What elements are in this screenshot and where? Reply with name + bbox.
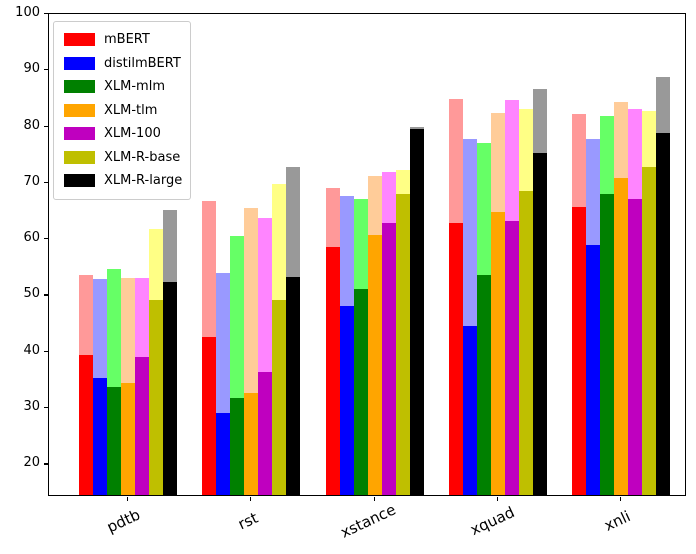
bar-solid-XLM-R-base-xstance: [395, 193, 410, 495]
x-tick-mark-xstance: [373, 497, 375, 501]
x-tick-mark-xquad: [496, 497, 499, 501]
y-tick-label-20: 20: [23, 455, 40, 471]
y-tick-label-90: 90: [23, 61, 40, 77]
bar-solid-XLM-R-large-xstance: [409, 129, 424, 495]
legend-swatch-XLM-100: [64, 127, 95, 141]
x-tick-label-xstance: xstance: [337, 500, 399, 542]
legend-item-mBERT: mBERT: [64, 28, 180, 52]
bar-solid-XLM-tlm-xnli: [614, 178, 629, 495]
x-tick-mark-rst: [250, 497, 252, 501]
bar-solid-mBERT-xquad: [448, 223, 463, 495]
bar-solid-XLM-100-xnli: [628, 198, 643, 495]
y-tick-mark-90: [44, 69, 48, 71]
y-tick-label-70: 70: [23, 173, 40, 189]
legend-label-XLM-R-base: XLM-R-base: [104, 149, 181, 165]
plot-area: [48, 13, 686, 496]
legend-item-XLM-R-base: XLM-R-base: [64, 146, 180, 170]
bar-solid-XLM-100-rst: [258, 371, 273, 495]
bar-solid-XLM-mlm-xquad: [476, 275, 491, 495]
legend-item-XLM-mlm: XLM-mlm: [64, 75, 180, 99]
bar-solid-XLM-mlm-pdtb: [107, 386, 121, 495]
y-tick-label-100: 100: [15, 5, 40, 20]
y-tick-mark-40: [44, 350, 48, 352]
y-tick-label-40: 40: [23, 342, 40, 358]
legend-item-XLM-100: XLM-100: [64, 122, 180, 146]
bar-solid-XLM-R-large-xnli: [656, 133, 671, 495]
bar-solid-XLM-mlm-xstance: [353, 288, 368, 495]
y-tick-label-30: 30: [23, 399, 40, 415]
bar-solid-distilmBERT-xnli: [586, 245, 601, 495]
legend-item-XLM-R-large: XLM-R-large: [64, 169, 183, 193]
bar-solid-distilmBERT-xstance: [339, 306, 354, 495]
legend-label-XLM-100: XLM-100: [104, 126, 161, 142]
x-tick-label-rst: rst: [235, 508, 262, 534]
y-tick-mark-70: [44, 181, 48, 184]
legend-swatch-distilmBERT: [64, 56, 95, 70]
bar-solid-mBERT-xnli: [572, 206, 587, 495]
bar-solid-XLM-tlm-xstance: [367, 234, 382, 495]
bar-solid-distilmBERT-pdtb: [93, 378, 107, 495]
bar-solid-XLM-100-xquad: [504, 221, 519, 495]
y-tick-mark-60: [44, 238, 48, 240]
legend-swatch-XLM-tlm: [64, 103, 95, 117]
x-tick-label-pdtb: pdtb: [104, 505, 143, 537]
x-tick-mark-pdtb: [127, 497, 129, 501]
bar-solid-mBERT-pdtb: [79, 354, 93, 495]
bar-solid-XLM-tlm-pdtb: [121, 382, 135, 495]
y-tick-label-50: 50: [23, 286, 40, 302]
bar-solid-XLM-100-xstance: [381, 223, 396, 495]
legend-swatch-XLM-R-base: [64, 150, 95, 164]
bar-solid-mBERT-rst: [202, 337, 217, 495]
bar-solid-distilmBERT-xquad: [462, 325, 477, 495]
legend-swatch-XLM-mlm: [64, 80, 95, 94]
bar-solid-XLM-mlm-rst: [230, 398, 245, 495]
x-tick-label-xquad: xquad: [467, 502, 518, 540]
y-tick-mark-20: [44, 463, 48, 465]
bar-solid-XLM-R-base-xnli: [642, 167, 657, 495]
y-tick-mark-80: [44, 125, 48, 127]
legend-label-XLM-mlm: XLM-mlm: [104, 79, 165, 95]
bar-solid-XLM-R-large-pdtb: [163, 281, 177, 495]
bar-solid-XLM-tlm-xquad: [490, 212, 505, 495]
bar-solid-distilmBERT-rst: [216, 413, 231, 495]
legend: mBERT distilmBERT XLM-mlm XLM-tlm XLM-100 XLM…: [53, 21, 191, 200]
bar-solid-mBERT-xstance: [325, 247, 340, 495]
y-tick-mark-100: [44, 13, 48, 15]
y-tick-label-80: 80: [23, 117, 40, 133]
x-tick-mark-xnli: [620, 497, 622, 501]
bar-solid-XLM-R-base-xquad: [518, 191, 533, 495]
legend-item-distilmBERT: distilmBERT: [64, 52, 181, 76]
bar-solid-XLM-R-base-pdtb: [149, 299, 163, 495]
bar-solid-XLM-R-base-rst: [272, 299, 287, 495]
legend-label-mBERT: mBERT: [104, 32, 150, 48]
y-tick-mark-50: [44, 294, 48, 296]
y-tick-label-60: 60: [23, 230, 40, 246]
bar-solid-XLM-R-large-xquad: [532, 152, 547, 495]
legend-swatch-mBERT: [64, 33, 95, 47]
legend-item-XLM-tlm: XLM-tlm: [64, 99, 180, 123]
y-tick-mark-30: [44, 407, 48, 409]
legend-label-XLM-tlm: XLM-tlm: [104, 102, 158, 118]
bar-solid-XLM-R-large-rst: [286, 277, 301, 495]
legend-label-XLM-R-large: XLM-R-large: [104, 173, 183, 189]
bar-solid-XLM-mlm-xnli: [600, 193, 615, 495]
x-tick-label-xnli: xnli: [601, 507, 634, 535]
bar-solid-XLM-100-pdtb: [135, 357, 149, 495]
legend-swatch-XLM-R-large: [64, 174, 95, 188]
legend-label-distilmBERT: distilmBERT: [104, 55, 181, 71]
bar-solid-XLM-tlm-rst: [244, 392, 259, 495]
